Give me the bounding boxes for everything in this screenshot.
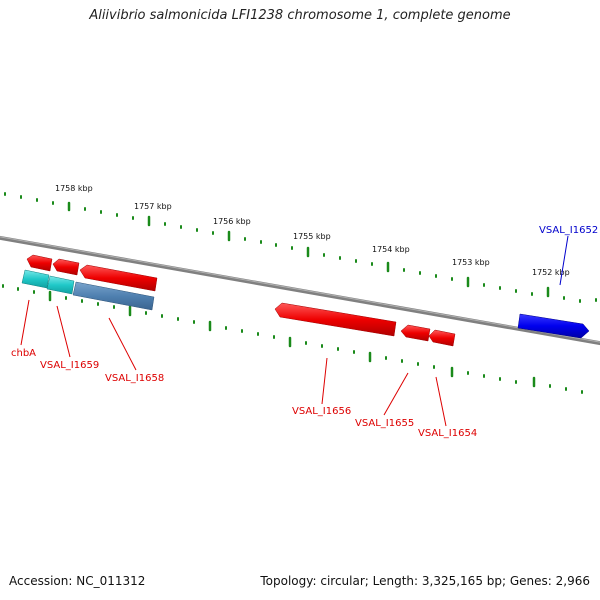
gene-label-vsal-i1659: VSAL_I1659	[40, 360, 99, 371]
lower-tick-track	[2, 284, 583, 394]
gene-arrow[interactable]	[79, 264, 158, 292]
genome-summary-text: Topology: circular; Length: 3,325,165 bp…	[260, 574, 590, 588]
gene-arrow[interactable]	[26, 254, 53, 272]
gene-label-vsal-i1654: VSAL_I1654	[418, 428, 477, 439]
upper-tick-track	[4, 192, 597, 303]
kbp-label: 1755 kbp	[293, 232, 331, 241]
kbp-label: 1756 kbp	[213, 217, 251, 226]
kbp-label: 1753 kbp	[452, 258, 490, 267]
gene-arrow[interactable]	[428, 329, 456, 347]
gene-arrow[interactable]	[274, 302, 397, 337]
feature-block-cyan[interactable]	[21, 269, 75, 295]
gene-label-vsal-i1655: VSAL_I1655	[355, 418, 414, 429]
gene-leader-lines	[20, 235, 569, 427]
map-title: Aliivibrio salmonicida LFI1238 chromosom…	[89, 8, 511, 23]
gene-arrow[interactable]	[52, 258, 80, 276]
kbp-label: 1754 kbp	[372, 245, 410, 254]
kbp-label: 1752 kbp	[532, 268, 570, 277]
gene-label-vsal-i1652: VSAL_I1652	[539, 225, 598, 236]
gene-labels: chbA VSAL_I1659 VSAL_I1658 VSAL_I1656 VS…	[11, 225, 598, 439]
genome-backbone	[0, 235, 600, 346]
feature-block-steel[interactable]	[72, 281, 155, 311]
kbp-label: 1758 kbp	[55, 184, 93, 193]
kbp-label: 1757 kbp	[134, 202, 172, 211]
kbp-ruler-labels: 1758 kbp 1757 kbp 1756 kbp 1755 kbp 1754…	[55, 184, 570, 277]
gene-arrow[interactable]	[400, 324, 431, 342]
gene-label-vsal-i1658: VSAL_I1658	[105, 373, 164, 384]
gene-label-vsal-i1656: VSAL_I1656	[292, 406, 351, 417]
accession-text: Accession: NC_011312	[9, 574, 146, 588]
gene-label-chba: chbA	[11, 348, 36, 359]
gene-arrow-forward[interactable]	[517, 313, 590, 339]
